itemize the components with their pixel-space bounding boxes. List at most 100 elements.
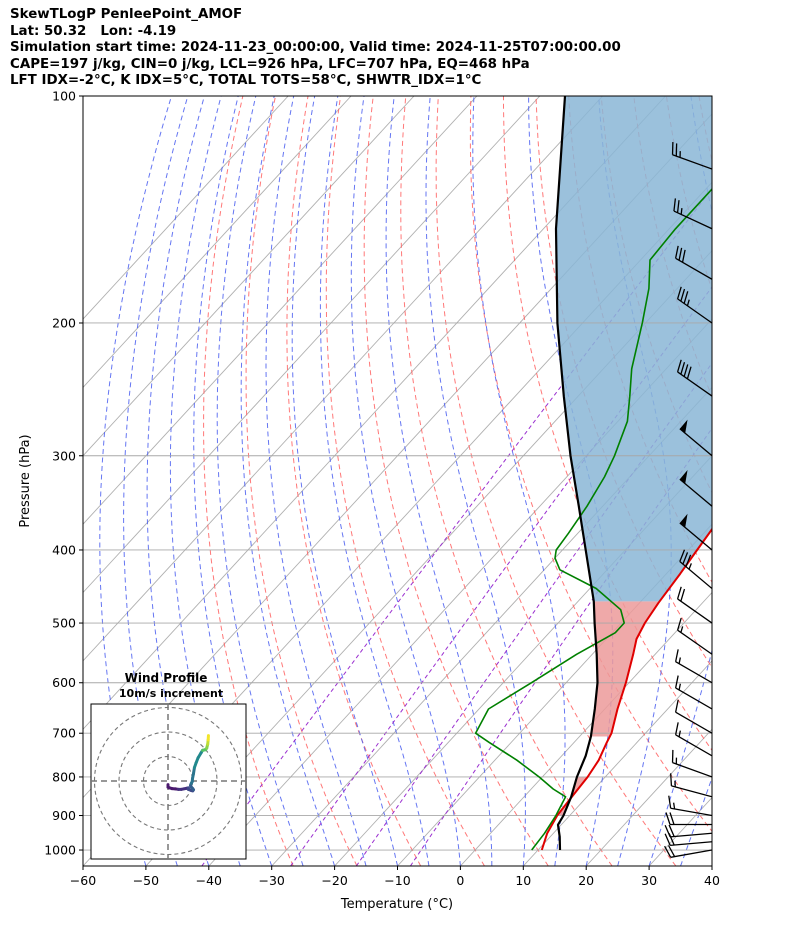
dry-adiabat-line — [698, 96, 712, 164]
wind-barb-full — [680, 361, 686, 375]
y-tick-label: 300 — [52, 448, 76, 463]
moist-adiabat-line — [319, 96, 430, 866]
dry-adiabat-line — [764, 96, 794, 866]
moist-adiabat-line — [169, 96, 241, 866]
wind-barb-staff — [672, 154, 712, 170]
wind-barb-full — [676, 586, 682, 600]
location-line: Lat: 50.32 Lon: -4.19 — [10, 23, 177, 39]
wind-barb-flag — [679, 513, 688, 528]
wind-barb — [674, 649, 712, 684]
isotherm-line — [83, 96, 541, 594]
wind-barb-half — [680, 626, 684, 633]
x-tick-label: 10 — [515, 873, 531, 888]
dewpoint-line — [474, 187, 712, 851]
cin-area — [590, 601, 660, 737]
wind-barb-full — [664, 825, 671, 838]
wind-barb-full — [668, 795, 672, 809]
wind-barb-staff — [670, 849, 712, 858]
wind-barb-staff — [679, 561, 712, 590]
isotherm-line — [83, 96, 604, 662]
wind-barb — [671, 142, 712, 170]
wind-barb-staff — [673, 210, 712, 230]
wind-barb — [676, 286, 712, 324]
wind-barb-full — [679, 549, 686, 562]
wind-barbs — [664, 96, 712, 858]
moist-adiabat-line — [425, 96, 526, 866]
wind-barb — [668, 795, 712, 817]
wind-barb-full — [680, 588, 686, 602]
wind-barb — [664, 845, 712, 858]
y-tick-label: 900 — [52, 808, 76, 823]
wind-barb — [710, 96, 712, 97]
dry-adiabat-line — [400, 96, 613, 866]
wind-barb-staff — [675, 711, 712, 734]
hodograph-trace — [166, 734, 210, 793]
wind-barb-full — [683, 364, 689, 377]
x-axis-label: Temperature (°C) — [340, 897, 453, 912]
wind-barb-staff — [710, 96, 712, 97]
wind-barb-full — [664, 845, 672, 858]
wind-barb-full — [676, 286, 682, 300]
wind-barb-half — [680, 208, 683, 215]
wind-barb-full — [683, 291, 689, 304]
moist-adiabat-line — [648, 96, 712, 866]
dry-adiabat-line — [286, 96, 422, 866]
hodograph-inset: Wind Profile 10m/s increment — [90, 671, 247, 860]
wind-barb-full — [674, 245, 679, 259]
isotherm-line — [460, 591, 712, 866]
isotherm-line — [83, 96, 415, 457]
moist-adiabat-line — [193, 96, 273, 866]
x-axis: −60 −50 −40 −30 −20 −10 0 10 20 30 40 — [70, 866, 720, 888]
y-tick-label: 600 — [52, 675, 76, 690]
wind-barb-half — [678, 730, 681, 737]
wind-barb — [674, 675, 712, 710]
wind-barb-full — [682, 552, 689, 565]
cape-area — [556, 96, 712, 602]
wind-barb — [671, 749, 712, 778]
y-tick-label: 500 — [52, 616, 76, 631]
x-tick-label: 20 — [578, 873, 594, 888]
dry-adiabat-line — [363, 96, 549, 866]
wind-barb-staff — [675, 734, 712, 757]
wind-barb-full — [667, 845, 676, 857]
moist-adiabat-line — [265, 96, 367, 866]
wind-barb — [674, 699, 712, 734]
wind-barb — [679, 419, 712, 457]
moist-adiabat-line — [385, 96, 493, 866]
x-tick-label: −10 — [384, 873, 410, 888]
wind-barb — [676, 617, 712, 655]
wind-barb-staff — [675, 687, 712, 710]
isotherm-line — [83, 96, 352, 389]
wind-barb-full — [685, 554, 692, 567]
isotherm-line — [522, 660, 712, 866]
isotherm-line — [208, 318, 712, 866]
x-tick-label: −20 — [321, 873, 347, 888]
y-axis: 1000 900 800 700 600 500 400 300 200 100 — [44, 89, 83, 858]
wind-barb-staff — [675, 257, 712, 280]
wind-barb-flag — [679, 470, 688, 484]
dry-adiabat-line — [732, 96, 794, 866]
wind-barb-full — [676, 617, 682, 631]
wind-barb-full — [681, 249, 686, 263]
isotherm-line — [271, 386, 712, 866]
isotherm-line — [83, 96, 666, 730]
wind-barb-full — [676, 359, 682, 373]
x-tick-label: −30 — [259, 873, 285, 888]
moist-adiabat-line — [472, 96, 566, 866]
wind-barb — [679, 470, 712, 507]
wind-barb-full — [674, 649, 679, 662]
wind-barb-full — [674, 675, 679, 689]
isotherm-line — [83, 96, 289, 320]
y-tick-label: 1000 — [44, 843, 76, 858]
wind-barb — [679, 549, 712, 590]
wind-barb — [676, 359, 712, 397]
wind-barb-full — [676, 200, 680, 213]
wind-barb-staff — [677, 371, 712, 397]
temperature-line — [540, 527, 712, 851]
y-tick-label: 200 — [52, 315, 76, 330]
time-line: Simulation start time: 2024-11-23_00:00:… — [10, 40, 621, 55]
dry-adiabat-line — [325, 96, 485, 866]
dry-adiabat-line — [245, 96, 358, 866]
wind-barb-staff — [677, 629, 712, 655]
wind-barb — [664, 824, 712, 838]
